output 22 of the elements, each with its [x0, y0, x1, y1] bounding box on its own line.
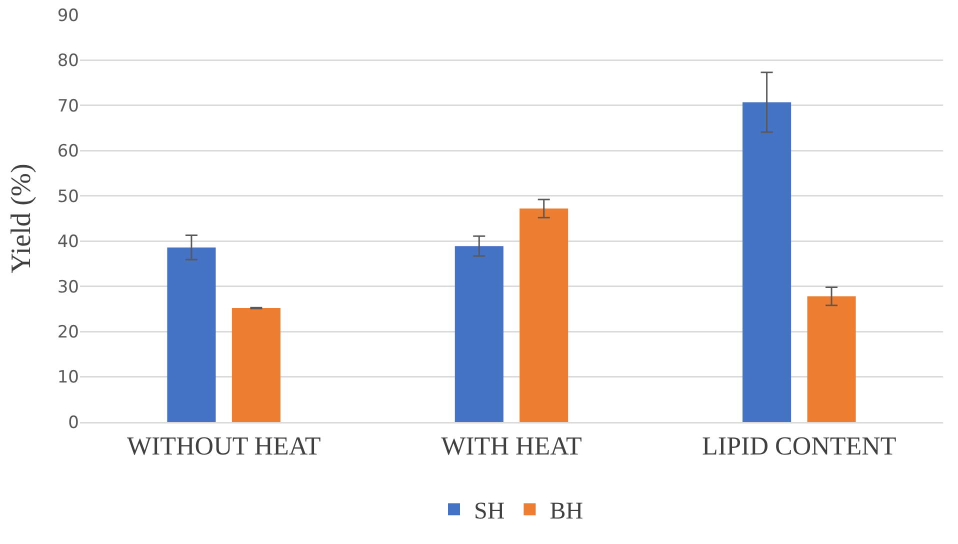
legend-label: SH: [474, 498, 505, 525]
y-tick-label: 10: [57, 368, 79, 388]
x-tick-label: WITH HEAT: [441, 432, 582, 461]
bar: [167, 247, 216, 422]
y-tick-label: 70: [57, 96, 79, 116]
legend-label: BH: [550, 498, 584, 525]
y-tick-label: 40: [57, 232, 79, 252]
x-tick-label: WITHOUT HEAT: [126, 432, 321, 461]
bar: [807, 296, 856, 422]
bar: [454, 246, 504, 422]
y-tick-label: 20: [57, 322, 79, 343]
x-tick-label: LIPID CONTENT: [702, 432, 896, 461]
bar: [742, 102, 792, 422]
y-axis-title: Yield (%): [6, 164, 38, 274]
bar: [232, 308, 280, 422]
y-tick-label: 0: [68, 412, 79, 433]
y-tick-label: 90: [57, 6, 79, 26]
y-tick-label: 30: [57, 277, 79, 298]
y-tick-label: 60: [57, 142, 79, 162]
y-tick-label: 50: [57, 186, 79, 207]
y-tick-label: 80: [57, 51, 79, 72]
bar: [520, 208, 568, 422]
